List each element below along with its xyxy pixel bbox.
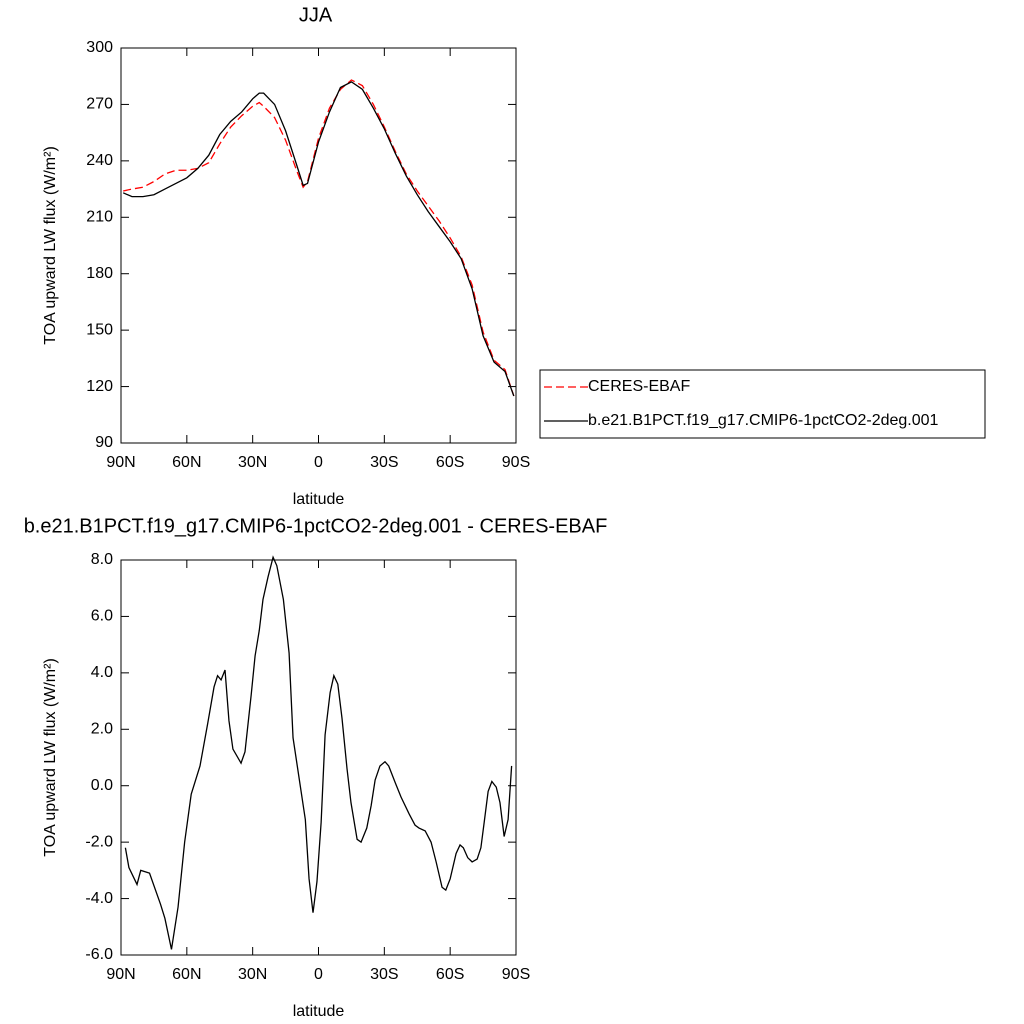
y-tick-label: 4.0 [91,664,113,681]
x-tick-label: 0 [314,966,323,983]
x-tick-label: 30S [370,454,398,471]
y-tick-label: 8.0 [91,551,113,568]
data-line [123,79,515,397]
x-tick-label: 90N [106,454,135,471]
y-axis-label: TOA upward LW flux (W/m²) [42,658,59,857]
x-axis-label: latitude [293,1003,345,1020]
legend-box [539,369,986,439]
y-axis-label: TOA upward LW flux (W/m²) [42,146,59,345]
y-tick-label: 90 [95,434,113,451]
x-tick-label: 60N [172,966,201,983]
y-tick-label: -6.0 [85,946,113,963]
y-tick-label: -2.0 [85,833,113,850]
legend-label: b.e21.B1PCT.f19_g17.CMIP6-1pctCO2-2deg.0… [588,412,939,429]
x-tick-label: 60S [436,966,464,983]
y-tick-label: 0.0 [91,777,113,794]
y-tick-label: 2.0 [91,721,113,738]
x-tick-label: 90S [502,966,530,983]
y-tick-label: 6.0 [91,608,113,625]
x-tick-label: 60S [436,454,464,471]
plot-frame [120,47,517,444]
y-tick-label: 210 [86,209,113,226]
y-tick-label: 180 [86,265,113,282]
x-tick-label: 0 [314,454,323,471]
x-tick-label: 30S [370,966,398,983]
data-line [124,555,513,950]
x-tick-label: 30N [238,966,267,983]
x-tick-label: 90S [502,454,530,471]
x-tick-label: 30N [238,454,267,471]
chart-title: JJA [299,4,333,26]
chart-title: b.e21.B1PCT.f19_g17.CMIP6-1pctCO2-2deg.0… [24,515,608,537]
y-tick-label: 300 [86,39,113,56]
y-tick-label: -4.0 [85,890,113,907]
x-tick-label: 60N [172,454,201,471]
y-tick-label: 150 [86,321,113,338]
y-tick-label: 240 [86,152,113,169]
x-tick-label: 90N [106,966,135,983]
y-tick-label: 270 [86,96,113,113]
y-tick-label: 120 [86,378,113,395]
plot-frame [120,559,517,956]
x-axis-label: latitude [293,491,345,508]
legend-label: CERES-EBAF [588,378,690,395]
data-line [122,81,515,397]
